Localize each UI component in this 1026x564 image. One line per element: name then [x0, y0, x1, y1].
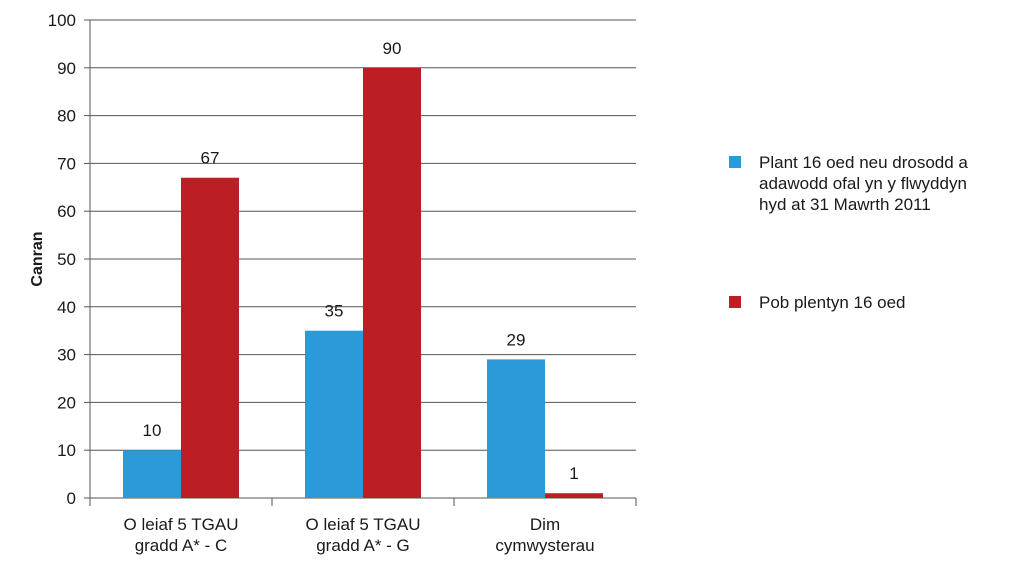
legend-label: Pob plentyn 16 oed [759, 293, 906, 312]
y-tick-label: 50 [57, 250, 76, 269]
y-tick-label: 30 [57, 346, 76, 365]
bar [123, 450, 181, 498]
category-label: O leiaf 5 TGAU [124, 515, 239, 534]
bar [305, 330, 363, 498]
y-axis-title: Canran [29, 231, 46, 286]
bar [181, 177, 239, 499]
category-label: O leiaf 5 TGAU [306, 515, 421, 534]
y-tick-label: 0 [67, 489, 76, 508]
legend-label: Plant 16 oed neu drosodd a [759, 153, 968, 172]
bar [487, 359, 545, 498]
y-tick-label: 90 [57, 59, 76, 78]
data-label: 10 [143, 421, 162, 440]
category-label: gradd A* - G [316, 536, 410, 555]
data-label: 35 [325, 302, 344, 321]
y-tick-label: 60 [57, 202, 76, 221]
y-tick-label: 100 [48, 11, 76, 30]
bar [545, 493, 603, 498]
data-label: 90 [383, 39, 402, 58]
legend-label: adawodd ofal yn y flwyddyn [759, 174, 967, 193]
y-tick-label: 70 [57, 154, 76, 173]
data-label: 29 [507, 330, 526, 349]
y-tick-label: 20 [57, 393, 76, 412]
bar [363, 67, 421, 499]
category-label: Dim [530, 515, 560, 534]
legend-swatch [729, 156, 741, 168]
y-tick-label: 10 [57, 441, 76, 460]
legend-label: hyd at 31 Mawrth 2011 [759, 195, 931, 214]
category-label: cymwysterau [495, 536, 594, 555]
data-label: 1 [569, 464, 578, 483]
y-tick-label: 80 [57, 107, 76, 126]
legend-swatch [729, 296, 741, 308]
category-label: gradd A* - C [135, 536, 228, 555]
y-tick-label: 40 [57, 298, 76, 317]
data-label: 67 [201, 149, 220, 168]
